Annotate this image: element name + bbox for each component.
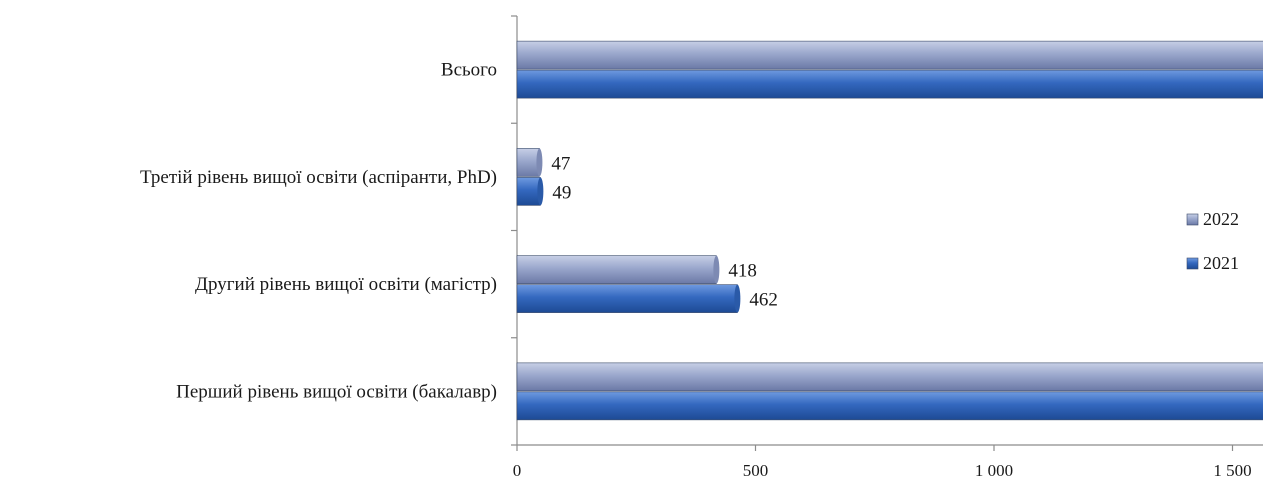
bar-2021 <box>516 177 541 206</box>
legend-label-2021: 2021 <box>1203 253 1239 273</box>
bar-cap <box>536 148 543 177</box>
x-tick-label: 500 <box>743 461 769 480</box>
data-label: 462 <box>749 290 778 311</box>
bar-2022 <box>516 255 717 284</box>
data-label: 49 <box>552 182 571 203</box>
x-tick-label: 0 <box>513 461 522 480</box>
x-tick-label: 1 000 <box>975 461 1013 480</box>
legend-label-2022: 2022 <box>1203 209 1239 229</box>
bar-cap <box>734 284 741 313</box>
legend: 2022 2021 <box>1186 209 1239 273</box>
bar-2021 <box>516 284 738 313</box>
data-label: 418 <box>728 261 757 282</box>
category-label: Другий рівень вищої освіти (магістр) <box>195 274 497 295</box>
category-label: Всього <box>441 60 497 81</box>
legend-swatch-2021 <box>1186 257 1199 270</box>
bars <box>516 40 1263 421</box>
bar-2022 <box>516 362 1263 392</box>
labels: Перший рівень вищої освіти (бакалавр)1 7… <box>140 60 778 403</box>
bar-2022 <box>516 148 540 177</box>
bar-cap <box>713 255 720 284</box>
category-label: Третій рівень вищої освіти (аспіранти, P… <box>140 167 497 188</box>
data-label: 47 <box>551 153 570 174</box>
legend-swatch-2022 <box>1186 213 1199 226</box>
category-label: Перший рівень вищої освіти (бакалавр) <box>176 381 497 402</box>
bar-2022 <box>516 40 1263 70</box>
bar-cap <box>537 177 544 206</box>
bar-2021 <box>516 69 1263 99</box>
bar-2021 <box>516 391 1263 421</box>
x-tick-label: 1 500 <box>1213 461 1251 480</box>
